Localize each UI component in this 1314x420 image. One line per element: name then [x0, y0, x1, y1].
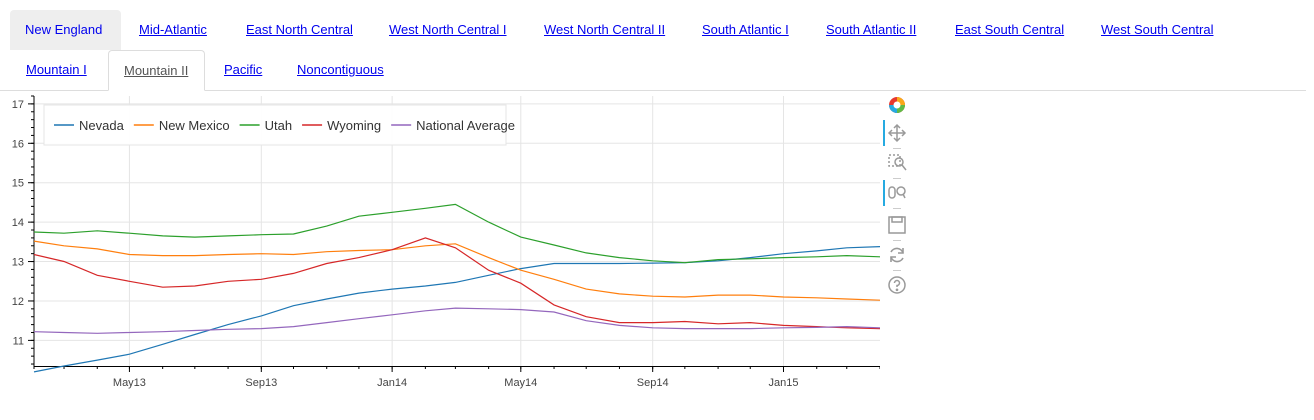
series-line-nevada — [33, 246, 880, 373]
tab-west-north-central-ii[interactable]: West North Central II — [544, 22, 666, 37]
y-tick-label: 16 — [12, 138, 24, 150]
legend[interactable]: Nevada New Mexico Utah Wyoming National Aver… — [43, 104, 515, 146]
tab-mid-atlantic[interactable]: Mid-Atlantic — [139, 22, 207, 37]
series-line-utah — [33, 203, 880, 264]
tab-south-atlantic-i[interactable]: South Atlantic I — [702, 22, 789, 37]
y-tick-label: 14 — [12, 217, 24, 229]
legend-label-utah: Utah — [265, 118, 292, 133]
x-tick-label: May13 — [113, 377, 146, 389]
y-tick-label: 11 — [13, 335, 24, 347]
legend-box — [43, 104, 507, 146]
tab-pacific[interactable]: Pacific — [224, 62, 263, 77]
chart-toolbar — [880, 92, 914, 302]
tab-row-regions-1: New England Mid-Atlantic East North Cent… — [0, 10, 1306, 50]
tab-west-north-central-i[interactable]: West North Central I — [389, 22, 507, 37]
y-tick-label: 15 — [12, 178, 24, 190]
legend-label-nevada: Nevada — [79, 118, 125, 133]
tab-south-atlantic-ii[interactable]: South Atlantic II — [826, 22, 917, 37]
y-tick-label: 12 — [12, 296, 24, 308]
x-tick-label: Sep14 — [637, 377, 669, 389]
tab-east-south-central[interactable]: East South Central — [955, 22, 1065, 37]
y-tick-label: 13 — [12, 257, 24, 269]
tab-west-south-central[interactable]: West South Central — [1101, 22, 1214, 37]
tab-new-england[interactable]: New England — [10, 10, 121, 50]
axes: 11 12 13 14 15 16 17 May13 Sep13 Jan14 May14 Sep14 J… — [12, 95, 880, 389]
reset-icon[interactable] — [883, 242, 911, 268]
series-line-new-mexico — [33, 240, 880, 301]
series-lines — [33, 203, 880, 373]
tab-mountain-ii[interactable]: Mountain II — [108, 50, 205, 91]
series-line-wyoming — [33, 237, 880, 330]
tab-mountain-i[interactable]: Mountain I — [26, 62, 87, 77]
pan-icon[interactable] — [883, 120, 911, 146]
legend-label-national-average: National Average — [416, 118, 515, 133]
x-tick-label: Jan15 — [769, 377, 799, 389]
help-icon[interactable] — [883, 272, 911, 298]
legend-label-wyoming: Wyoming — [327, 118, 381, 133]
tab-noncontiguous[interactable]: Noncontiguous — [297, 62, 384, 77]
tab-east-north-central[interactable]: East North Central — [246, 22, 353, 37]
wheel-zoom-icon[interactable] — [883, 180, 911, 206]
x-tick-label: May14 — [504, 377, 537, 389]
bokeh-logo-icon[interactable] — [883, 92, 911, 118]
save-icon[interactable] — [883, 212, 911, 238]
x-tick-label: Sep13 — [245, 377, 277, 389]
x-tick-label: Jan14 — [377, 377, 407, 389]
legend-label-new-mexico: New Mexico — [159, 118, 230, 133]
line-chart[interactable]: 11 12 13 14 15 16 17 May13 Sep13 Jan14 May14 Sep14 J… — [0, 92, 880, 402]
tab-row-regions-2: Mountain I Mountain II Pacific Noncontig… — [0, 50, 1306, 91]
box-zoom-icon[interactable] — [883, 150, 911, 176]
y-tick-label: 17 — [12, 99, 24, 111]
series-line-national-average — [33, 307, 880, 334]
